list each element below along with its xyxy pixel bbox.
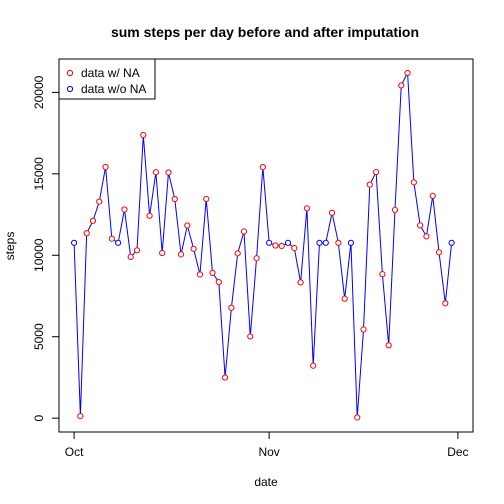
y-tick-label: 20000 (32, 75, 46, 109)
data-point (385, 342, 392, 349)
data-point (442, 300, 449, 307)
data-point (278, 242, 285, 250)
data-point (89, 217, 97, 224)
data-point (379, 271, 386, 278)
data-point (247, 333, 254, 340)
x-tick-label: Dec (447, 445, 468, 459)
y-axis: 0 5000 10000 15000 20000 (32, 75, 60, 422)
legend-marker-with-na (66, 69, 74, 77)
data-point-imputed (266, 239, 273, 246)
y-tick-label: 15000 (32, 157, 46, 191)
data-point (360, 326, 367, 333)
data-point (228, 304, 235, 311)
data-point (165, 169, 172, 176)
x-axis-label: date (254, 475, 278, 489)
x-axis: Oct Nov Dec (65, 431, 469, 459)
legend-label-with-na: data w/ NA (81, 66, 140, 80)
data-point-imputed (448, 239, 455, 246)
y-tick-label: 5000 (32, 323, 46, 350)
y-tick-label: 10000 (32, 238, 46, 272)
data-point (190, 245, 197, 252)
data-point (184, 222, 191, 229)
data-point (373, 168, 380, 176)
legend-box (58, 58, 156, 100)
data-point (366, 181, 373, 188)
data-point (177, 251, 185, 258)
data-point (133, 247, 141, 254)
data-point (297, 279, 304, 286)
data-point (410, 179, 417, 186)
data-point-imputed (347, 239, 355, 246)
data-point (391, 206, 399, 213)
data-point (146, 212, 153, 219)
data-point (234, 250, 241, 257)
plot-frame (58, 58, 474, 433)
data-point (404, 69, 411, 77)
data-point (253, 255, 260, 262)
data-point (102, 163, 109, 171)
data-point (398, 82, 405, 89)
data-point-imputed (284, 239, 292, 246)
data-point (423, 233, 430, 240)
data-point (240, 228, 248, 235)
data-point (108, 235, 115, 242)
plot-area (71, 69, 455, 421)
data-point (272, 242, 279, 249)
data-point (215, 278, 222, 286)
data-point-imputed (316, 239, 323, 246)
data-point (203, 195, 210, 203)
data-point (354, 414, 361, 421)
data-point (310, 362, 317, 369)
data-point (303, 205, 310, 212)
x-tick-label: Oct (65, 445, 84, 459)
data-point (435, 249, 443, 256)
data-point (121, 206, 128, 213)
data-point (222, 374, 229, 381)
data-point (127, 253, 134, 260)
data-point (83, 230, 90, 237)
y-axis-label: steps (3, 232, 17, 261)
data-point-imputed (71, 239, 78, 246)
x-tick-label: Nov (258, 445, 279, 459)
legend-label-without-na: data w/o NA (81, 82, 146, 96)
data-point (259, 163, 266, 171)
data-point (140, 131, 147, 139)
data-point-imputed (322, 239, 329, 246)
data-point-imputed (115, 239, 122, 246)
data-point (77, 413, 84, 420)
data-point (159, 249, 166, 257)
data-point (335, 239, 342, 246)
legend-marker-without-na (66, 85, 74, 93)
data-point (171, 195, 178, 203)
data-point (96, 198, 103, 205)
data-point (429, 192, 436, 199)
data-point (209, 269, 216, 276)
legend: data w/ NA data w/o NA (58, 58, 156, 100)
chart-title: sum steps per day before and after imput… (111, 24, 419, 40)
data-point (291, 245, 298, 252)
data-point (196, 271, 204, 278)
y-tick-label: 0 (32, 415, 46, 422)
data-point (152, 169, 159, 176)
data-point (328, 209, 336, 216)
data-point (417, 222, 424, 229)
steps-line (73, 71, 453, 418)
data-point (341, 295, 348, 302)
